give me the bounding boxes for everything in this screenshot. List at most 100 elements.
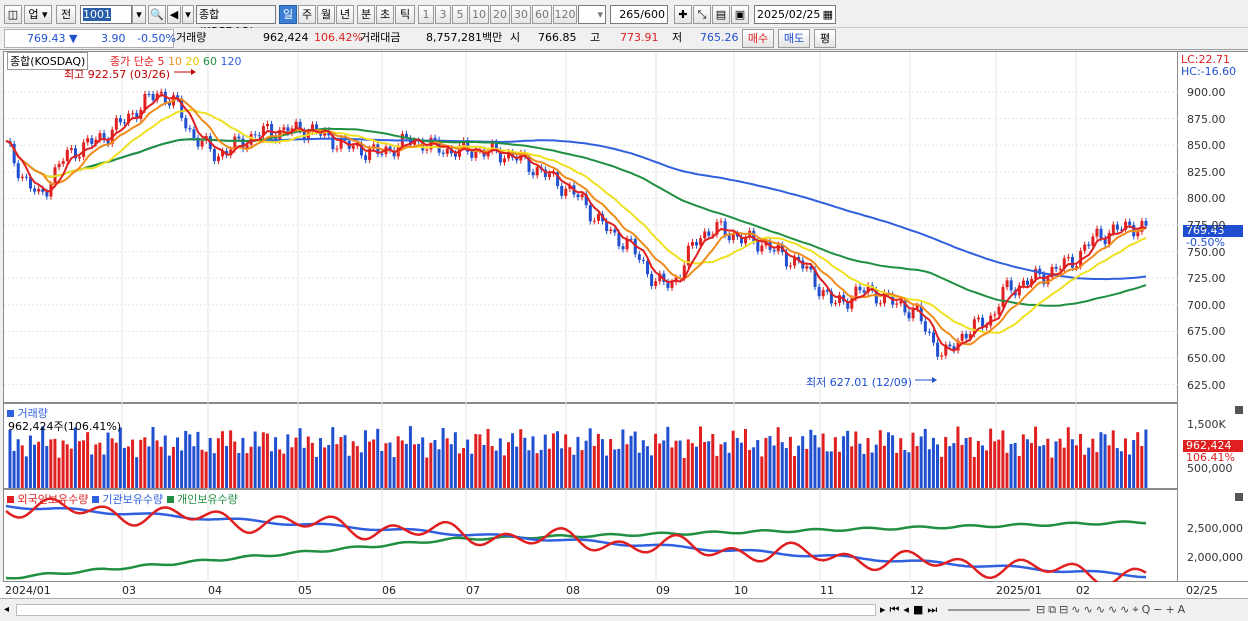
- ma-line: [5, 108, 1147, 334]
- candle-body: [1124, 221, 1128, 230]
- volume-bar: [588, 428, 592, 488]
- current-pct-label: -0.50%: [1186, 236, 1225, 249]
- search-icon[interactable]: 🔍: [148, 5, 166, 24]
- volume-bar: [931, 437, 935, 488]
- speed-track[interactable]: [948, 603, 1030, 616]
- volume-bar: [523, 437, 527, 488]
- candle-body: [310, 124, 314, 132]
- num-3-button[interactable]: 3: [435, 5, 451, 24]
- candle-body: [1001, 287, 1005, 307]
- candle-body: [1119, 229, 1123, 231]
- volume-bar: [53, 438, 57, 488]
- y-tick: 800.00: [1187, 192, 1226, 205]
- period-second-button[interactable]: 초: [376, 5, 394, 24]
- hc-label: HC:-16.60: [1181, 65, 1237, 78]
- date-field[interactable]: 2025/02/25 ▦: [754, 5, 836, 24]
- calendar-icon[interactable]: ▦: [822, 8, 833, 21]
- volume-close-icon[interactable]: [1235, 406, 1243, 414]
- volume-bar: [86, 432, 90, 488]
- candle-body: [1058, 268, 1062, 270]
- num-10-button[interactable]: 10: [469, 5, 489, 24]
- volume-bar: [61, 440, 65, 488]
- volume-bar: [797, 445, 801, 488]
- sell-button[interactable]: 매도: [778, 29, 810, 48]
- x-tick: 10: [734, 584, 748, 597]
- candle-body: [257, 135, 261, 137]
- candle-body: [1111, 224, 1115, 233]
- candle-body: [1046, 277, 1050, 285]
- volume-bar: [666, 426, 670, 488]
- volume-bar: [596, 433, 600, 488]
- num-20-button[interactable]: 20: [490, 5, 510, 24]
- volume-bar: [1115, 448, 1119, 488]
- ma-line: [5, 93, 1147, 352]
- x-tick: 08: [566, 584, 580, 597]
- candle-body: [351, 145, 355, 149]
- candle-body: [449, 148, 453, 154]
- tool-icon[interactable]: ⤡: [693, 5, 711, 24]
- period-minute-button[interactable]: 분: [357, 5, 375, 24]
- num-30-button[interactable]: 30: [511, 5, 531, 24]
- x-tick: 02: [1076, 584, 1090, 597]
- period-day-button[interactable]: 일: [279, 5, 297, 24]
- buy-button[interactable]: 매수: [742, 29, 774, 48]
- x-tick: 03: [122, 584, 136, 597]
- eval-button[interactable]: 평: [814, 29, 836, 48]
- num-120-button[interactable]: 120: [553, 5, 577, 24]
- code-input[interactable]: 1001: [80, 5, 132, 24]
- volume-bar: [282, 453, 286, 488]
- y-tick: 875.00: [1187, 113, 1226, 126]
- candle-body: [907, 312, 911, 319]
- custom-period-select[interactable]: ▾: [578, 5, 606, 24]
- volume-bar: [37, 441, 41, 488]
- candle-body: [380, 153, 384, 155]
- drawing-tools[interactable]: ⊟⧉⊟∿∿∿∿∿⌖Q−+A: [1036, 603, 1189, 616]
- scroll-left-icon[interactable]: ◂: [4, 604, 10, 615]
- num-5-button[interactable]: 5: [452, 5, 468, 24]
- settings-grid-icon[interactable]: ▤: [712, 5, 730, 24]
- candle-body: [413, 140, 417, 145]
- market-select[interactable]: 업 ▾: [24, 5, 52, 24]
- volume-bar: [739, 442, 743, 488]
- prev-button[interactable]: 전: [56, 5, 76, 24]
- candle-body: [102, 133, 106, 140]
- holding-close-icon[interactable]: [1235, 493, 1243, 501]
- period-week-button[interactable]: 주: [298, 5, 316, 24]
- volume-bar: [261, 432, 265, 488]
- candle-body: [1079, 250, 1083, 267]
- save-icon[interactable]: ▣: [731, 5, 749, 24]
- count-field[interactable]: 265/600: [610, 5, 668, 24]
- volume-bar: [306, 436, 310, 488]
- legend-swatch: [7, 496, 14, 503]
- period-year-button[interactable]: 년: [336, 5, 354, 24]
- period-month-button[interactable]: 월: [317, 5, 335, 24]
- candle-body: [968, 334, 972, 339]
- num-60-button[interactable]: 60: [532, 5, 552, 24]
- candle-body: [731, 233, 735, 241]
- volume-bar: [617, 448, 621, 488]
- speaker-dropdown-icon[interactable]: ▾: [182, 5, 194, 24]
- chart-type-icon[interactable]: ◫: [4, 5, 22, 24]
- crosshair-icon[interactable]: ✚: [674, 5, 692, 24]
- price-pane[interactable]: [3, 51, 1178, 403]
- holding-tick: 2,500,000: [1187, 522, 1243, 535]
- volume-bar: [413, 444, 417, 488]
- playback-controls[interactable]: ▸⏮◂■⏭: [880, 603, 942, 616]
- volume-bar: [899, 438, 903, 488]
- scroll-track[interactable]: [16, 604, 876, 616]
- num-1-button[interactable]: 1: [418, 5, 434, 24]
- period-tick-button[interactable]: 틱: [395, 5, 415, 24]
- scroll-bar[interactable]: ◂ ▸⏮◂■⏭ ⊟⧉⊟∿∿∿∿∿⌖Q−+A: [0, 600, 1248, 621]
- candle-body: [960, 333, 964, 341]
- candle-body: [927, 331, 931, 333]
- legend-swatch: [7, 410, 14, 417]
- code-dropdown-icon[interactable]: ▾: [132, 5, 146, 24]
- candle-body: [789, 265, 793, 267]
- volume-bar: [891, 435, 895, 488]
- volume-current: 962,424: [1186, 439, 1232, 452]
- speaker-icon[interactable]: ◀: [167, 5, 181, 24]
- volume-bar: [735, 437, 739, 488]
- volume-bar: [670, 447, 674, 488]
- candle-body: [37, 188, 41, 192]
- y-tick: 825.00: [1187, 166, 1226, 179]
